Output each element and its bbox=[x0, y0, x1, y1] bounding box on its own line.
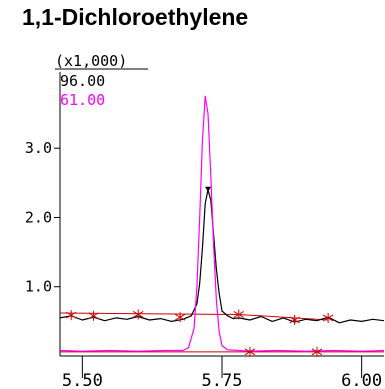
marker-stroke bbox=[65, 311, 77, 319]
y-ticks: 1.0 2.0 3.0 bbox=[25, 139, 60, 296]
legend-series-96: 96.00 bbox=[60, 72, 105, 90]
integration-marker-1 bbox=[88, 310, 99, 321]
marker-stroke bbox=[174, 313, 186, 321]
legend-series-61: 61.00 bbox=[60, 91, 105, 109]
plot-area bbox=[59, 95, 385, 357]
integration-marker-2 bbox=[132, 309, 144, 320]
y-tick-label: 1.0 bbox=[25, 278, 52, 296]
baseline-line-0 bbox=[59, 312, 239, 315]
baseline-line-1 bbox=[238, 313, 329, 321]
series-line-96-00 bbox=[59, 189, 385, 324]
x-tick-label: 6.00 bbox=[341, 371, 382, 389]
integration-marker-4 bbox=[233, 309, 245, 320]
x-tick-label: 5.50 bbox=[62, 371, 103, 389]
marker-stroke bbox=[322, 314, 334, 322]
marker-stroke bbox=[132, 311, 144, 318]
peak-apex-marker bbox=[205, 186, 212, 192]
integration-marker-6 bbox=[322, 312, 334, 323]
integration-marker-7 bbox=[244, 346, 256, 357]
y-tick-label: 3.0 bbox=[25, 139, 52, 157]
marker-stroke bbox=[289, 316, 300, 324]
marker-stroke bbox=[88, 312, 99, 320]
y-multiplier-label: (x1,000) bbox=[55, 52, 127, 70]
y-tick-label: 2.0 bbox=[25, 208, 52, 226]
x-tick-label: 5.75 bbox=[202, 371, 243, 389]
integration-marker-0 bbox=[65, 310, 77, 321]
integration-marker-5 bbox=[289, 314, 300, 325]
chart-title: 1,1-Dichloroethylene bbox=[22, 4, 249, 30]
x-ticks: 5.50 5.75 6.00 bbox=[62, 356, 382, 389]
marker-stroke bbox=[233, 311, 245, 318]
integration-marker-3 bbox=[174, 312, 186, 323]
series-line-61-00 bbox=[59, 95, 385, 352]
marker-stroke bbox=[244, 348, 256, 356]
integration-marker-8 bbox=[311, 346, 323, 357]
marker-stroke bbox=[311, 348, 323, 356]
